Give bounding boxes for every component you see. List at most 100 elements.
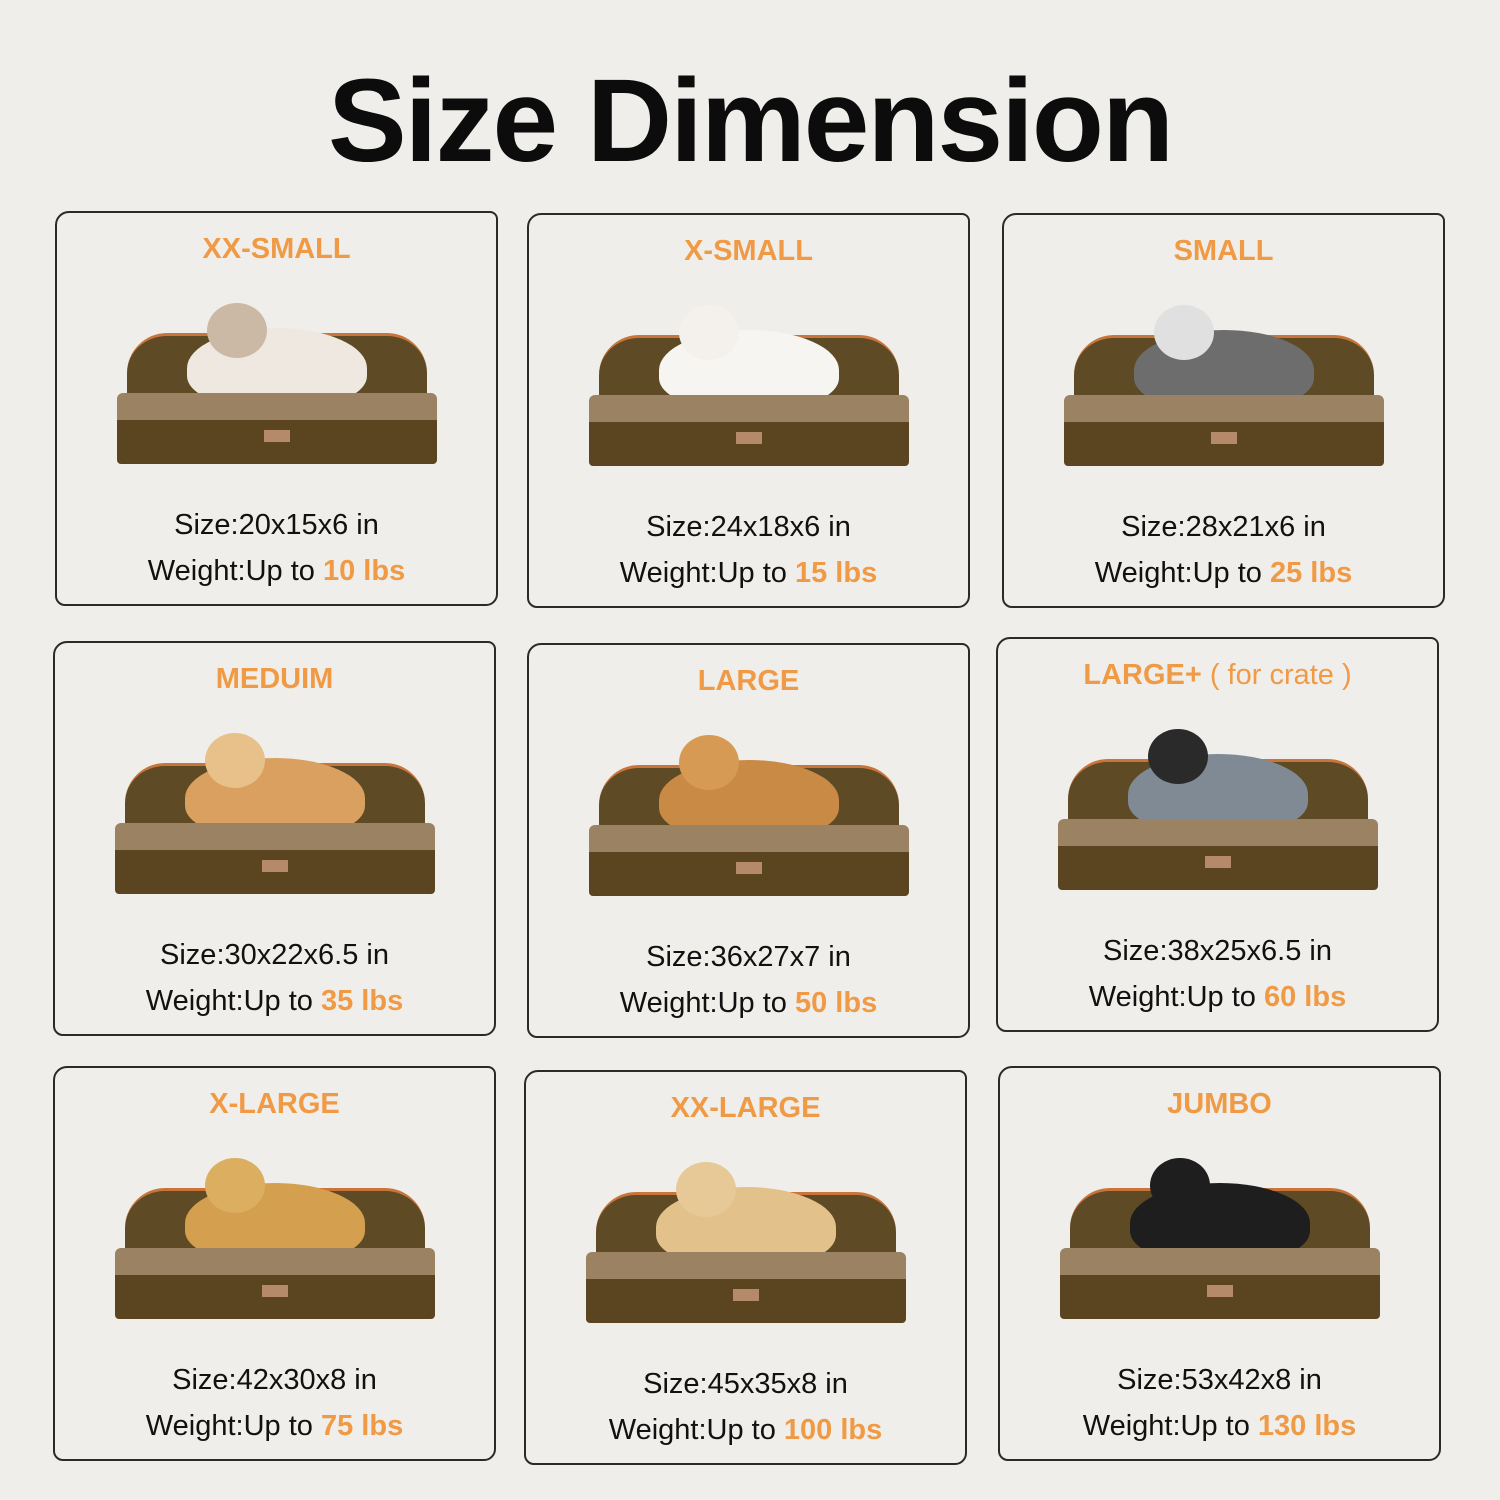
weight-line: Weight:Up to 50 lbs	[619, 987, 878, 1019]
pet-bed-image	[1063, 305, 1384, 470]
size-value: 20x15x6 in	[238, 509, 379, 541]
pet-bed-image	[116, 303, 437, 468]
size-name: XX-SMALL	[57, 233, 496, 266]
size-name: X-SMALL	[529, 235, 968, 268]
pet-bed-image	[1059, 1158, 1380, 1323]
weight-line: Weight:Up to 25 lbs	[1094, 557, 1353, 589]
up-to-text: Up to	[706, 1414, 776, 1446]
size-label: Size	[1117, 1364, 1174, 1396]
size-name: XX-LARGE	[526, 1092, 965, 1125]
size-subtitle: ( for crate )	[1209, 659, 1352, 691]
bed-base	[114, 1275, 435, 1319]
size-card: SMALL Size:28x21x6 in Weight:Up to 25 lb…	[1002, 213, 1445, 608]
weight-value: 50 lbs	[794, 987, 878, 1019]
page-title: Size Dimension	[327, 55, 1174, 187]
weight-line: Weight:Up to 60 lbs	[1088, 981, 1347, 1013]
weight-value: 75 lbs	[320, 1410, 404, 1442]
size-label: Size	[174, 509, 231, 541]
pet-bed-image	[114, 1158, 435, 1323]
weight-line: Weight:Up to 130 lbs	[1082, 1410, 1357, 1442]
pet-head	[204, 733, 265, 788]
pet-head	[678, 305, 739, 360]
weight-label: Weight	[1094, 557, 1185, 589]
weight-value: 130 lbs	[1257, 1410, 1357, 1442]
pet-head	[678, 735, 739, 790]
weight-value: 60 lbs	[1263, 981, 1347, 1013]
pet-head	[1153, 305, 1214, 360]
size-card: LARGE+ ( for crate ) Size:38x25x6.5 in W…	[996, 637, 1439, 1032]
pet-bed-image	[588, 305, 909, 470]
size-label: Size	[646, 511, 703, 543]
weight-label: Weight	[145, 985, 236, 1017]
pet-bed-image	[114, 733, 435, 898]
size-card: X-SMALL Size:24x18x6 in Weight:Up to 15 …	[527, 213, 970, 608]
size-line: Size:20x15x6 in	[174, 509, 379, 541]
size-value: 42x30x8 in	[236, 1364, 377, 1396]
pet-head	[675, 1162, 736, 1217]
weight-line: Weight:Up to 100 lbs	[608, 1414, 883, 1446]
bed-base	[116, 420, 437, 464]
pet-head	[206, 303, 267, 358]
brand-tag	[1204, 856, 1231, 868]
size-card: JUMBO Size:53x42x8 in Weight:Up to 130 l…	[998, 1066, 1441, 1461]
weight-line: Weight:Up to 35 lbs	[145, 985, 404, 1017]
weight-label: Weight	[1088, 981, 1179, 1013]
bed-base	[114, 850, 435, 894]
size-name-text: JUMBO	[1167, 1088, 1272, 1120]
brand-tag	[1210, 432, 1237, 444]
size-card: XX-SMALL Size:20x15x6 in Weight:Up to 10…	[55, 211, 498, 606]
up-to-text: Up to	[243, 985, 313, 1017]
pet-head	[204, 1158, 265, 1213]
bed-base	[585, 1279, 906, 1323]
pet-head	[1147, 729, 1208, 784]
weight-label: Weight	[1082, 1410, 1173, 1442]
brand-tag	[732, 1289, 759, 1301]
weight-value: 25 lbs	[1269, 557, 1353, 589]
bed-base	[588, 422, 909, 466]
bed-base	[1063, 422, 1384, 466]
size-name: LARGE	[529, 665, 968, 698]
size-name-text: X-SMALL	[684, 235, 813, 267]
size-name-text: SMALL	[1173, 235, 1274, 267]
brand-tag	[735, 432, 762, 444]
size-value: 24x18x6 in	[710, 511, 851, 543]
size-name: X-LARGE	[55, 1088, 494, 1121]
brand-tag	[261, 860, 288, 872]
brand-tag	[1206, 1285, 1233, 1297]
bed-base	[1057, 846, 1378, 890]
size-line: Size:24x18x6 in	[646, 511, 851, 543]
size-value: 53x42x8 in	[1181, 1364, 1322, 1396]
weight-label: Weight	[608, 1414, 699, 1446]
brand-tag	[261, 1285, 288, 1297]
size-name-text: X-LARGE	[209, 1088, 340, 1120]
weight-value: 10 lbs	[322, 555, 406, 587]
weight-line: Weight:Up to 15 lbs	[619, 557, 878, 589]
weight-label: Weight	[145, 1410, 236, 1442]
size-label: Size	[643, 1368, 700, 1400]
size-label: Size	[646, 941, 703, 973]
size-label: Size	[1121, 511, 1178, 543]
size-label: Size	[1103, 935, 1160, 967]
up-to-text: Up to	[717, 987, 787, 1019]
size-line: Size:28x21x6 in	[1121, 511, 1326, 543]
up-to-text: Up to	[717, 557, 787, 589]
size-line: Size:42x30x8 in	[172, 1364, 377, 1396]
size-name-text: LARGE+	[1083, 659, 1202, 691]
size-value: 36x27x7 in	[710, 941, 851, 973]
size-value: 30x22x6.5 in	[224, 939, 389, 971]
size-name: SMALL	[1004, 235, 1443, 268]
size-name-text: XX-LARGE	[670, 1092, 821, 1124]
weight-label: Weight	[619, 557, 710, 589]
size-line: Size:30x22x6.5 in	[160, 939, 389, 971]
size-line: Size:38x25x6.5 in	[1103, 935, 1332, 967]
brand-tag	[263, 430, 290, 442]
size-card: XX-LARGE Size:45x35x8 in Weight:Up to 10…	[524, 1070, 967, 1465]
brand-tag	[735, 862, 762, 874]
size-card: LARGE Size:36x27x7 in Weight:Up to 50 lb…	[527, 643, 970, 1038]
up-to-text: Up to	[1180, 1410, 1250, 1442]
pet-head	[1149, 1158, 1210, 1213]
size-name-text: LARGE	[697, 665, 800, 697]
size-line: Size:45x35x8 in	[643, 1368, 848, 1400]
size-line: Size:36x27x7 in	[646, 941, 851, 973]
pet-bed-image	[588, 735, 909, 900]
